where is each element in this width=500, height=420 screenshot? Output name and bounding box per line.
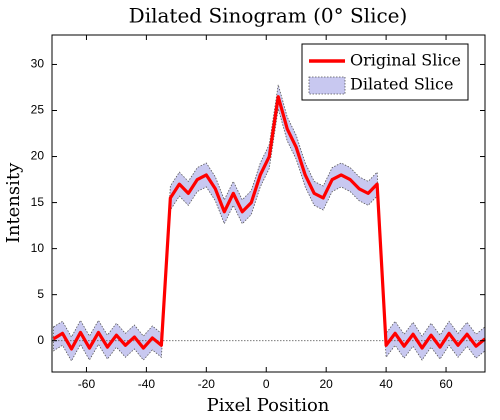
x-tick-label: 60 — [439, 377, 453, 391]
x-tick-label: -40 — [138, 377, 156, 391]
y-tick-label: 25 — [31, 103, 45, 117]
x-tick-label: 40 — [379, 377, 393, 391]
y-tick-label: 20 — [31, 149, 45, 163]
x-tick-label: -20 — [198, 377, 216, 391]
y-tick-label: 30 — [31, 57, 45, 71]
x-tick-label: 0 — [263, 377, 270, 391]
plot-frame — [51, 34, 486, 373]
legend-label: Dilated Slice — [350, 75, 453, 94]
y-tick-label: 5 — [37, 287, 44, 301]
x-axis-label: Pixel Position — [207, 395, 330, 416]
x-tick-label: 20 — [320, 377, 334, 391]
original-line — [52, 95, 487, 351]
x-tick-label: -60 — [78, 377, 96, 391]
legend-label: Original Slice — [350, 51, 461, 70]
y-tick-label: 10 — [31, 241, 45, 255]
y-tick-label: 0 — [37, 333, 44, 347]
legend-swatch — [308, 76, 346, 95]
chart-title: Dilated Sinogram (0° Slice) — [129, 4, 408, 28]
y-axis-label: Intensity — [3, 162, 24, 243]
y-tick-label: 15 — [31, 195, 45, 209]
